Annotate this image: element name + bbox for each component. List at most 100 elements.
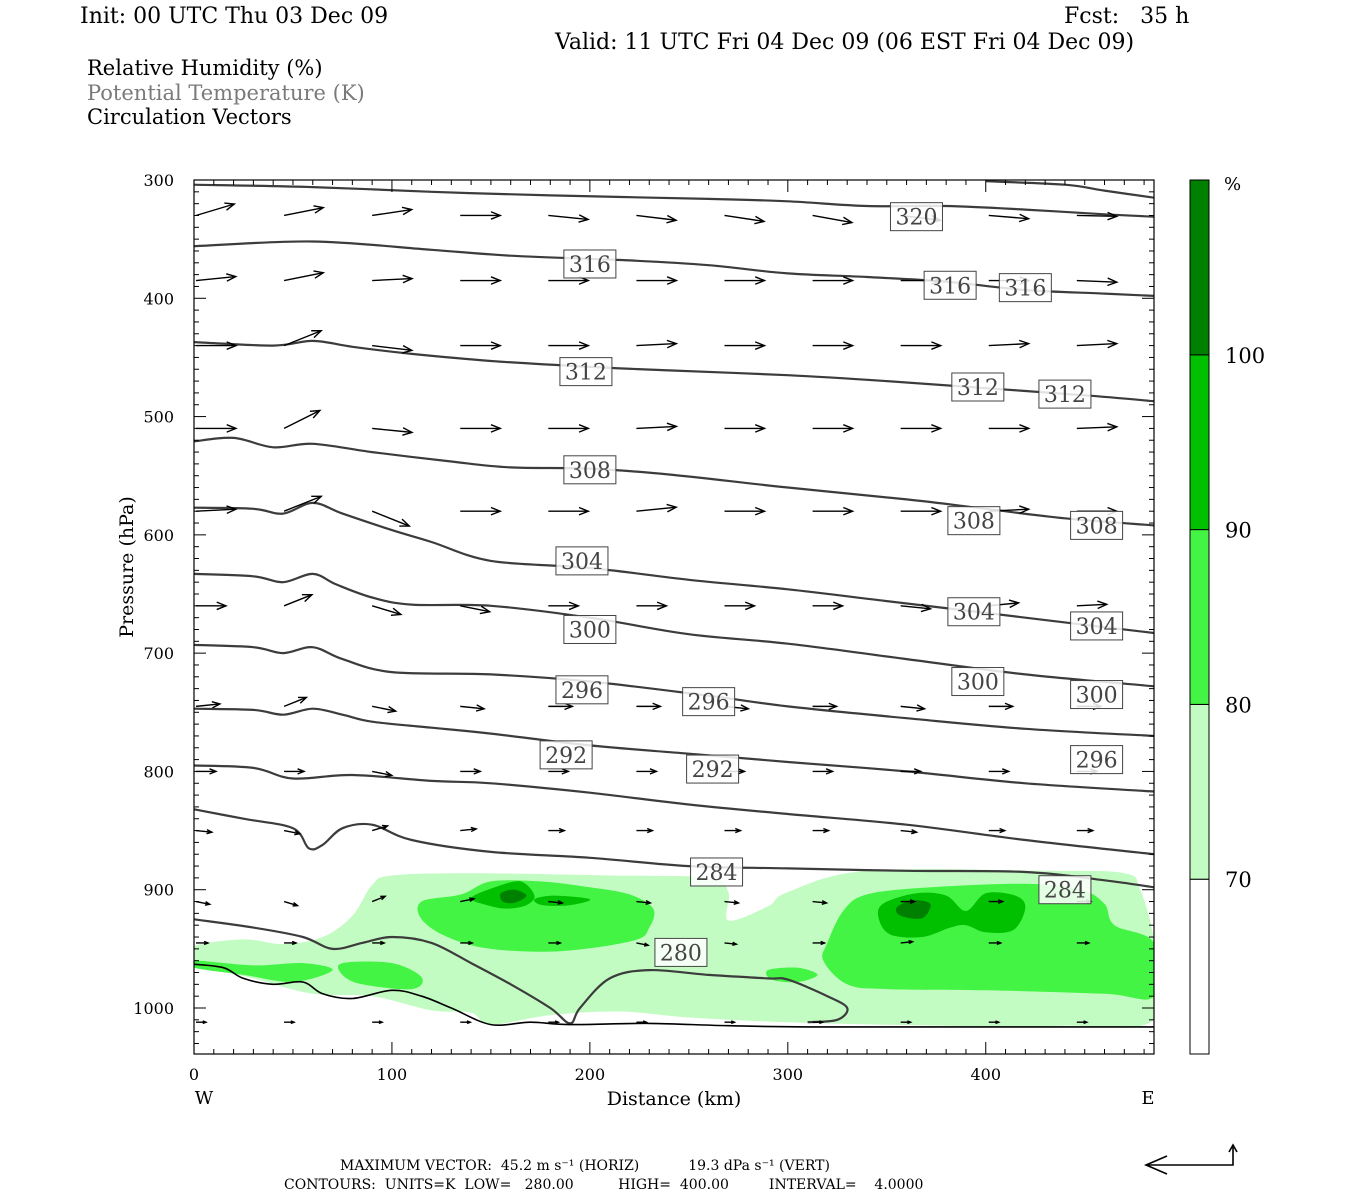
vector-arrow — [548, 214, 591, 223]
vector-arrow — [724, 506, 767, 516]
vector-shaft — [283, 206, 324, 217]
vector-shaft — [900, 705, 925, 710]
vector-head — [1107, 339, 1119, 349]
contour-label-text: 312 — [1044, 383, 1086, 408]
vector-shaft — [195, 508, 236, 512]
vector-shaft — [812, 900, 827, 904]
vector-arrow — [988, 940, 1003, 946]
vector-head — [843, 424, 855, 433]
contour-label: 316 — [923, 270, 977, 300]
theta-contour-312 — [194, 339, 1154, 403]
contour-label-text: 320 — [895, 206, 937, 231]
contour-label: 284 — [1038, 875, 1092, 905]
contour-label-box — [951, 372, 1005, 402]
contour-labels: 320 316 316 316 312 312 312 308 308 308 304 304 304 3… — [539, 202, 1124, 967]
vector-head — [578, 214, 591, 223]
vector-arrow — [195, 700, 222, 709]
x-tick-label: 200 — [575, 1065, 606, 1084]
vector-head — [666, 339, 679, 349]
contour-label-box — [563, 249, 617, 279]
vector-head — [754, 424, 767, 433]
vector-head — [820, 940, 827, 946]
vector-arrow — [724, 900, 741, 905]
vector-arrow — [988, 1020, 1001, 1025]
vector-arrow — [724, 1020, 737, 1025]
rh-region-80 — [194, 960, 333, 983]
contour-label-box — [1038, 379, 1092, 409]
vector-shaft — [636, 342, 677, 347]
vector-head — [999, 827, 1007, 834]
vector-head — [226, 505, 238, 515]
contour-label: 316 — [563, 249, 617, 279]
rh-region-80 — [337, 961, 423, 990]
vector-arrow — [460, 897, 476, 903]
vector-arrow — [900, 828, 919, 835]
vector-head — [754, 341, 767, 350]
vector-arrow — [460, 605, 492, 615]
vector-arrow — [1076, 211, 1119, 221]
vector-shaft — [372, 277, 413, 282]
vector-head — [381, 824, 390, 831]
vector-arrow — [900, 899, 917, 905]
vector-head — [490, 341, 503, 350]
vector-head — [561, 768, 571, 775]
contour-info-text: CONTOURS: UNITS=K LOW= 280.00 HIGH= 400.… — [284, 1177, 924, 1193]
vector-head — [206, 828, 214, 835]
vector-arrow — [371, 510, 412, 527]
init-time: Init: 00 UTC Thu 03 Dec 09 — [80, 4, 389, 29]
vector-arrow — [724, 214, 766, 225]
vector-shaft — [724, 900, 739, 904]
vector-head — [821, 900, 829, 905]
vector-head — [825, 768, 835, 775]
vector-shaft — [283, 330, 322, 347]
vector-head — [1018, 213, 1031, 223]
vector-head — [399, 518, 412, 527]
vector-arrow — [1076, 422, 1119, 432]
vector-shaft — [548, 900, 563, 904]
vector-head — [995, 1020, 1001, 1025]
vector-head — [292, 901, 300, 907]
vector-arrow — [372, 1020, 385, 1025]
vector-head — [920, 603, 933, 613]
vector-head — [490, 506, 503, 516]
vector-head — [401, 206, 414, 216]
vector-head — [823, 827, 831, 834]
vector-arrow — [636, 422, 679, 432]
contour-label: 308 — [1070, 510, 1124, 540]
vector-shaft — [460, 605, 490, 613]
contour-label-text: 316 — [1004, 277, 1046, 302]
vector-head — [1001, 768, 1011, 775]
vector-shaft — [460, 898, 475, 903]
vector-arrow — [724, 424, 767, 433]
contour-label-text: 304 — [1076, 615, 1118, 640]
vector-arrow — [283, 409, 322, 430]
colorbar-unit: % — [1224, 174, 1241, 195]
contour-label: 292 — [539, 740, 593, 770]
vector-shaft — [1076, 342, 1117, 347]
vector-head — [313, 270, 326, 279]
contour-label-text: 284 — [696, 861, 738, 886]
vector-shaft — [1076, 279, 1117, 283]
vector-arrow — [284, 768, 306, 775]
vector-shaft — [988, 342, 1029, 347]
vector-head — [908, 939, 915, 945]
contour-label-box — [1070, 745, 1124, 775]
vector-arrow — [1076, 940, 1091, 946]
vector-head — [754, 506, 767, 516]
vector-head — [666, 503, 679, 513]
vector-arrow — [196, 601, 228, 611]
vector-head — [490, 424, 503, 433]
contour-label: 312 — [1038, 379, 1092, 409]
vector-head — [311, 330, 323, 339]
vector-arrow — [900, 341, 943, 350]
vector-shaft — [988, 214, 1029, 220]
vector-shaft — [900, 941, 913, 944]
vector-head — [380, 895, 387, 901]
vector-arrow — [636, 827, 655, 834]
vector-arrow — [812, 900, 829, 905]
vector-shaft — [636, 214, 677, 221]
theta-contour-284 — [194, 808, 1154, 889]
vector-arrow — [812, 702, 839, 711]
contour-label-box — [563, 455, 617, 485]
y-tick-label: 500 — [143, 408, 174, 427]
